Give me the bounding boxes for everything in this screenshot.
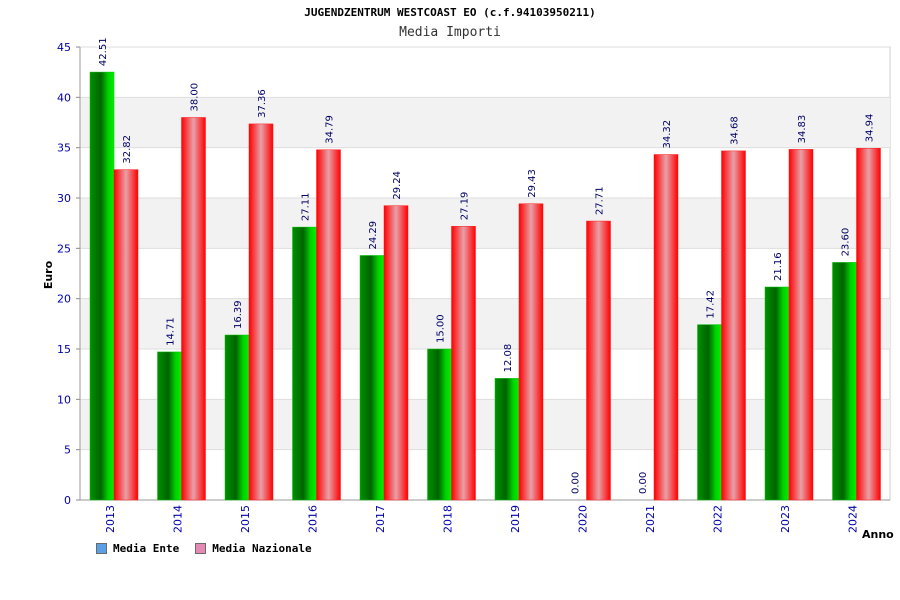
grid-band [80, 399, 890, 450]
bar-nazionale-2017 [383, 205, 409, 501]
bar-nazionale-2015 [248, 123, 274, 501]
y-tick-label: 10 [57, 393, 71, 406]
y-tick-label: 45 [57, 41, 71, 54]
x-tick-label-2013: 2013 [104, 505, 117, 533]
data-label-ente-2021: 0.00 [638, 472, 649, 494]
data-label-nazionale-2017: 29.24 [392, 171, 403, 200]
chart-title: JUGENDZENTRUM WESTCOAST EO (c.f.94103950… [304, 6, 596, 19]
legend-swatch-nazionale [195, 543, 207, 554]
data-label-ente-2017: 24.29 [368, 221, 379, 250]
x-tick-label-2021: 2021 [644, 505, 657, 533]
data-label-nazionale-2014: 38.00 [190, 83, 201, 112]
data-label-ente-2018: 15.00 [436, 314, 447, 343]
bar-nazionale-2022 [721, 150, 746, 501]
y-tick-label: 25 [57, 242, 71, 255]
bar-nazionale-2016 [316, 149, 341, 501]
y-tick-label: 30 [57, 192, 71, 205]
data-label-nazionale-2019: 29.43 [527, 169, 538, 198]
y-tick-label: 40 [57, 91, 71, 104]
data-label-ente-2022: 17.42 [706, 290, 717, 319]
x-tick-label-2014: 2014 [171, 505, 184, 533]
x-tick-label-2016: 2016 [306, 505, 319, 533]
bar-nazionale-2013 [113, 169, 139, 501]
y-tick-label: 35 [57, 142, 71, 155]
bar-ente-2013 [89, 71, 115, 501]
data-label-ente-2014: 14.71 [166, 317, 177, 346]
x-axis-label: Anno [862, 528, 894, 541]
x-tick-label-2020: 2020 [576, 505, 589, 533]
bar-nazionale-2023 [788, 149, 814, 501]
legend: Media Ente Media Nazionale [96, 542, 312, 555]
bar-ente-2015 [224, 334, 250, 501]
data-label-ente-2020: 0.00 [571, 472, 582, 494]
x-tick-label-2023: 2023 [779, 505, 792, 533]
bar-ente-2024 [832, 262, 857, 501]
bar-ente-2014 [157, 351, 182, 501]
data-label-nazionale-2023: 34.83 [797, 115, 808, 144]
data-label-nazionale-2018: 27.19 [460, 192, 471, 221]
bar-ente-2017 [359, 255, 385, 501]
bar-ente-2016 [292, 226, 317, 501]
chart-subtitle: Media Importi [399, 25, 501, 40]
bar-ente-2022 [697, 324, 722, 501]
x-tick-label-2017: 2017 [374, 505, 387, 533]
legend-swatch-ente [96, 543, 107, 554]
y-tick-label: 15 [57, 343, 71, 356]
data-label-nazionale-2020: 27.71 [595, 186, 606, 215]
bar-ente-2019 [494, 378, 520, 501]
bar-nazionale-2014 [181, 117, 206, 501]
x-tick-label-2024: 2024 [846, 505, 859, 533]
data-label-ente-2023: 21.16 [773, 252, 784, 281]
bar-nazionale-2019 [518, 203, 544, 501]
bar-ente-2023 [764, 286, 790, 501]
y-tick-label: 5 [64, 444, 71, 457]
y-tick-label: 0 [64, 494, 71, 507]
data-label-nazionale-2016: 34.79 [325, 115, 336, 144]
legend-label-nazionale: Media Nazionale [212, 542, 312, 555]
data-label-ente-2015: 16.39 [233, 300, 244, 329]
bar-ente-2018 [427, 348, 452, 501]
bar-nazionale-2020 [586, 220, 611, 501]
data-label-nazionale-2022: 34.68 [730, 116, 741, 145]
data-label-nazionale-2024: 34.94 [865, 114, 876, 143]
data-label-ente-2013: 42.51 [98, 37, 109, 66]
x-tick-label-2015: 2015 [239, 505, 252, 533]
data-label-nazionale-2015: 37.36 [257, 89, 268, 118]
grid-band [80, 198, 890, 249]
data-label-nazionale-2013: 32.82 [122, 135, 133, 164]
y-tick-label: 20 [57, 293, 71, 306]
bar-nazionale-2024 [856, 148, 881, 501]
bar-nazionale-2018 [451, 226, 476, 501]
x-tick-label-2022: 2022 [711, 505, 724, 533]
grid-band [80, 298, 890, 349]
data-label-nazionale-2021: 34.32 [662, 120, 673, 149]
y-axis-label: Euro [42, 260, 55, 289]
legend-item-ente: Media Ente [96, 542, 179, 555]
bar-nazionale-2021 [653, 154, 679, 501]
legend-label-ente: Media Ente [113, 542, 180, 555]
legend-item-nazionale: Media Nazionale [195, 542, 312, 555]
data-label-ente-2016: 27.11 [301, 192, 312, 221]
grid-band [80, 97, 890, 148]
x-tick-label-2018: 2018 [441, 505, 454, 533]
data-label-ente-2019: 12.08 [503, 344, 514, 373]
x-tick-label-2019: 2019 [509, 505, 522, 533]
data-label-ente-2024: 23.60 [841, 228, 852, 257]
